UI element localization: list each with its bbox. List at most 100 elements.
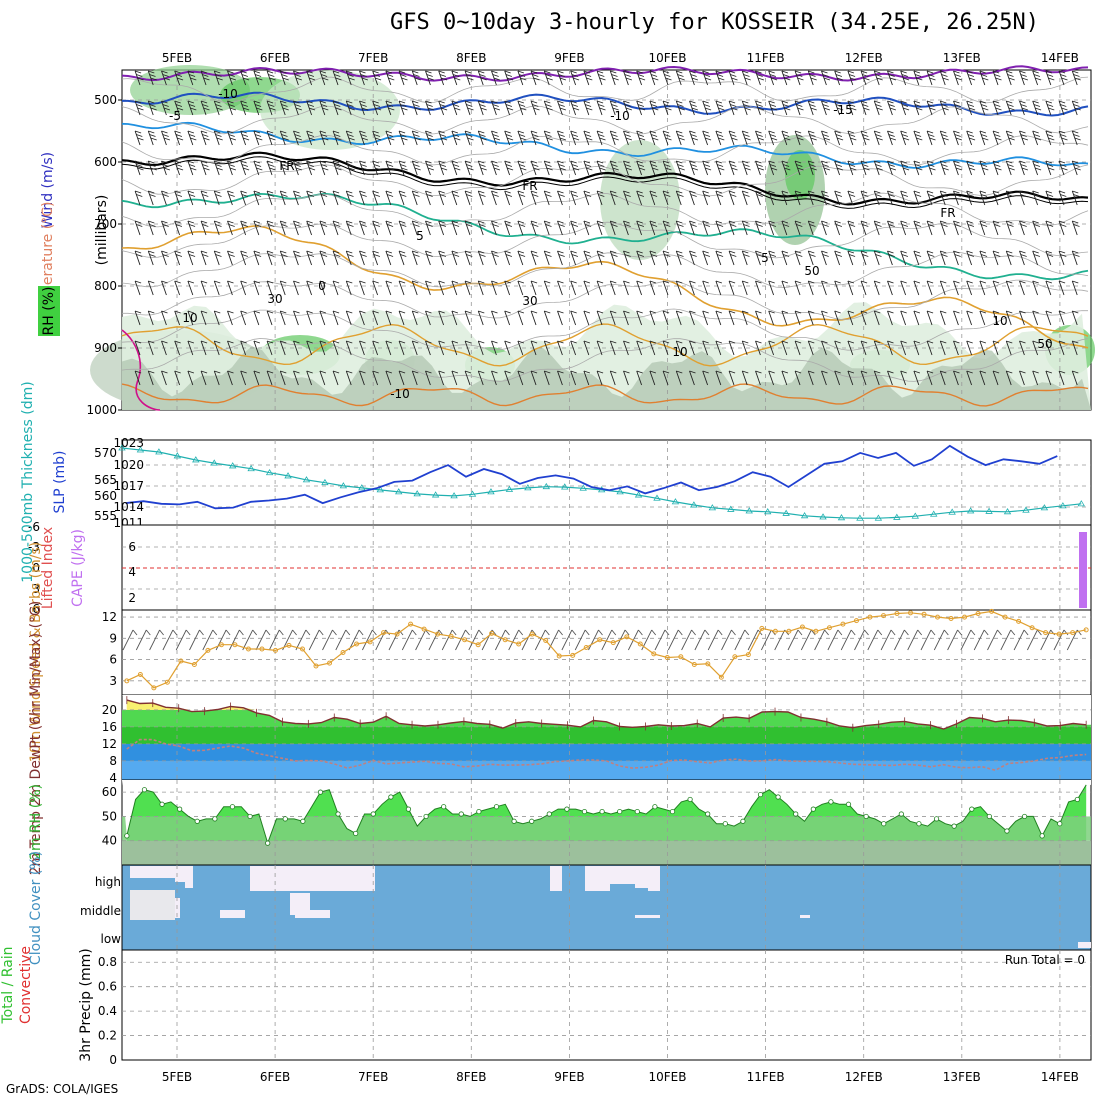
wind-barb-flag — [1033, 74, 1041, 77]
contour-label: 10 — [672, 345, 687, 359]
wind-barb-flag — [308, 137, 316, 141]
wind-barb-staff — [543, 250, 550, 266]
wind-barb-staff — [1005, 250, 1012, 266]
wind-barb-flag — [464, 340, 472, 344]
wind-barb-flag — [162, 104, 169, 107]
wind-barb-flag — [412, 250, 419, 254]
wind-barb-flag — [889, 137, 897, 141]
wind-barb-flag — [557, 370, 564, 374]
wind-barb-flag — [992, 220, 1000, 224]
wind-barb-flag — [757, 137, 765, 141]
wind-barb-flag — [955, 77, 963, 81]
wind-barb-flag — [650, 254, 658, 257]
wind-barb-flag — [493, 107, 501, 111]
wind-barb-staff — [755, 190, 761, 206]
wind-barb-flag — [570, 280, 577, 284]
wind-barb-flag — [546, 167, 553, 171]
wind-barb-flag — [703, 164, 711, 167]
wind-barb-flag — [227, 370, 234, 374]
wind-barb-staff — [715, 310, 722, 326]
wind-barb-staff — [887, 340, 893, 356]
wind-barb-flag — [559, 137, 567, 141]
wind-barb-staff — [398, 220, 405, 236]
wind-barb-flag — [480, 137, 487, 141]
wind10-barb-flag — [505, 629, 510, 636]
contour-label: 5 — [416, 229, 424, 243]
wind-barb-staff — [240, 340, 247, 356]
wind-barb-flag — [256, 137, 263, 141]
wind-barb-flag — [558, 134, 565, 137]
wind10-barb — [494, 629, 506, 651]
wind-barb-staff — [451, 280, 458, 296]
wind-barb-flag — [1045, 130, 1053, 134]
wind-barb-flag — [319, 130, 327, 134]
thickness-point — [966, 507, 975, 514]
wind-barb-flag — [1032, 370, 1039, 374]
wind-barb-flag — [214, 280, 221, 284]
wind-barb-flag — [1006, 190, 1013, 194]
wind-barb-staff — [491, 310, 497, 326]
wind-barb-flag — [728, 190, 736, 194]
wind-barb-flag — [479, 224, 486, 227]
wind-barb-flag — [466, 134, 473, 137]
wind-barb-flag — [360, 194, 367, 197]
wind-barb-staff — [992, 370, 999, 386]
wind-barb-flag — [980, 254, 988, 257]
wind-barb-flag — [439, 224, 447, 227]
wind-barb-staff — [570, 250, 577, 266]
wind-barb-flag — [926, 250, 934, 254]
wind-barb-flag — [1060, 254, 1067, 257]
wind-barb-flag — [372, 220, 379, 224]
wind-barb-flag — [743, 194, 750, 197]
wind-barb-flag — [533, 167, 540, 171]
wind-barb-staff — [675, 370, 682, 386]
wind-barb-flag — [702, 100, 709, 104]
thickness-point — [634, 491, 643, 498]
wind-barb-flag — [1045, 310, 1053, 314]
wind-barb-flag — [385, 160, 393, 164]
wind-barb-staff — [847, 310, 854, 326]
wind10-barb-flag — [292, 629, 297, 636]
wind-barb-flag — [1074, 137, 1081, 141]
wind-barb-staff — [411, 370, 418, 386]
wind-barb-flag — [388, 77, 395, 81]
wind10-barb — [534, 629, 546, 651]
wind-barb-flag — [438, 160, 445, 164]
wind-barb-staff — [583, 370, 590, 386]
wind-barb-flag — [558, 164, 565, 167]
thickness-tick: 565 — [94, 473, 117, 487]
wind-barb-flag — [702, 160, 709, 164]
wind-barb-staff — [834, 280, 841, 296]
wind-barb-flag — [293, 220, 300, 224]
wind-barb-flag — [161, 190, 168, 194]
wind-barb-flag — [425, 310, 432, 314]
rh-legend-swatch — [38, 286, 60, 336]
wind-barb-flag — [319, 280, 327, 284]
wind-barb-flag — [517, 160, 525, 164]
wind-barb-staff — [517, 220, 524, 236]
wind10-barb-flag — [332, 629, 337, 636]
wind-barb-flag — [293, 130, 300, 134]
wind-barb-flag — [253, 100, 261, 104]
wind-barb-flag — [240, 220, 247, 224]
wind-barb-flag — [742, 190, 749, 194]
wind10-barb — [561, 629, 573, 651]
wind-barb-staff — [345, 370, 352, 386]
wind-barb-staff — [411, 250, 418, 266]
wind-barb-flag — [161, 160, 168, 164]
wind-barb-flag — [320, 74, 328, 77]
wind-barb-flag — [269, 77, 276, 81]
wind-barb-flag — [953, 160, 960, 164]
wind-barb-staff — [873, 250, 880, 266]
wind-barb-flag — [280, 220, 287, 224]
wind-barb-flag — [346, 100, 353, 104]
wind-barb-flag — [623, 370, 630, 374]
wind10-point — [664, 654, 670, 660]
wind-barb-flag — [293, 100, 300, 104]
wind-barb-flag — [702, 220, 709, 224]
rh-point — [546, 811, 552, 817]
wind-barb-flag — [1008, 167, 1015, 171]
wind-barb-flag — [742, 70, 749, 74]
cloud-clear-patch — [290, 893, 310, 915]
wind-barb-flag — [914, 104, 922, 107]
